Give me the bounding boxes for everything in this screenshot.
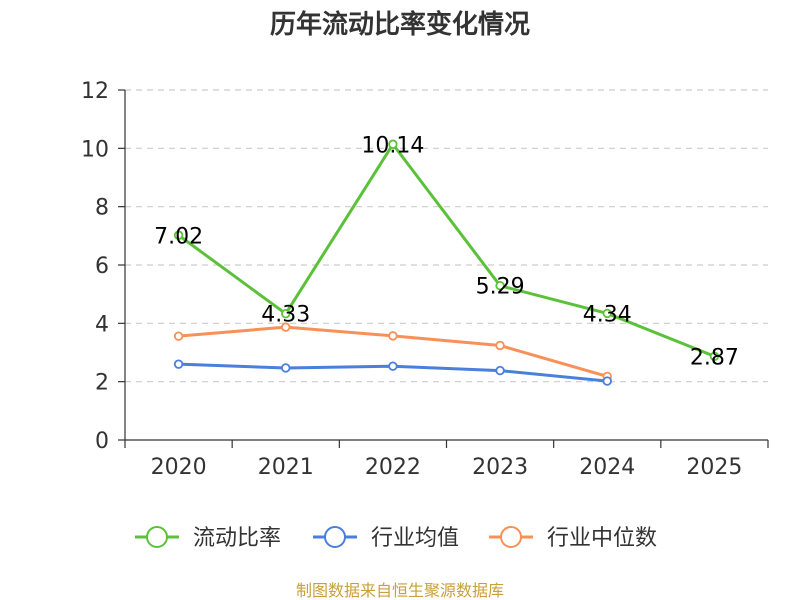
data-point bbox=[709, 351, 720, 361]
data-point bbox=[173, 230, 184, 240]
data-label: 5.29 bbox=[476, 275, 525, 300]
legend-label: 流动比率 bbox=[193, 526, 281, 551]
legend-marker bbox=[500, 526, 522, 548]
legend-item[interactable]: 行业中位数 bbox=[489, 526, 657, 551]
data-point bbox=[602, 376, 612, 386]
data-point bbox=[602, 308, 612, 319]
data-label: 10.14 bbox=[361, 133, 424, 158]
data-point bbox=[495, 340, 505, 351]
data-point bbox=[173, 359, 184, 369]
data-point bbox=[281, 309, 291, 319]
data-point bbox=[281, 363, 291, 373]
data-label: 7.02 bbox=[154, 224, 203, 249]
x-tick-label: 2024 bbox=[579, 455, 635, 480]
legend-item[interactable]: 流动比率 bbox=[135, 526, 281, 551]
data-point bbox=[388, 331, 398, 341]
chart-title: 历年流动比率变化情况 bbox=[270, 9, 530, 40]
y-tick-label: 4 bbox=[95, 312, 109, 337]
legend-label: 行业中位数 bbox=[547, 526, 657, 551]
legend-label: 行业均值 bbox=[371, 526, 459, 551]
x-tick-label: 2025 bbox=[686, 455, 742, 480]
legend-marker bbox=[146, 526, 168, 548]
x-tick-label: 2020 bbox=[151, 455, 207, 480]
grid bbox=[125, 89, 768, 383]
data-point bbox=[388, 139, 398, 149]
data-label: 4.33 bbox=[261, 303, 310, 328]
legend[interactable]: 流动比率 行业均值 行业中位数 bbox=[135, 526, 657, 551]
series-line bbox=[177, 142, 715, 358]
data-point bbox=[495, 281, 505, 291]
data-point bbox=[388, 361, 398, 371]
data-point bbox=[495, 365, 505, 376]
data-label: 2.87 bbox=[690, 345, 739, 370]
legend-item[interactable]: 行业均值 bbox=[313, 526, 459, 551]
data-point bbox=[281, 322, 291, 332]
y-tick-label: 6 bbox=[95, 254, 109, 279]
x-tick-label: 2023 bbox=[472, 455, 528, 480]
data-point bbox=[173, 331, 184, 341]
y-tick-label: 8 bbox=[95, 196, 109, 221]
legend-marker bbox=[324, 526, 346, 548]
y-tick-label: 12 bbox=[81, 79, 109, 104]
x-tick-label: 2021 bbox=[258, 455, 314, 480]
data-label: 4.34 bbox=[583, 302, 632, 327]
axes: 0 2 4 6 8 10 12 2020 2021 2022 2023 2024 2025 bbox=[81, 79, 769, 480]
source-note: 制图数据来自恒生聚源数据库 bbox=[296, 581, 504, 600]
x-tick-label: 2022 bbox=[365, 455, 421, 480]
series-layer bbox=[173, 139, 720, 386]
y-tick-label: 0 bbox=[95, 429, 109, 454]
data-labels: 7.02 4.33 10.14 5.29 4.34 2.87 bbox=[154, 133, 739, 370]
y-tick-label: 10 bbox=[81, 137, 109, 162]
y-tick-label: 2 bbox=[95, 371, 109, 396]
